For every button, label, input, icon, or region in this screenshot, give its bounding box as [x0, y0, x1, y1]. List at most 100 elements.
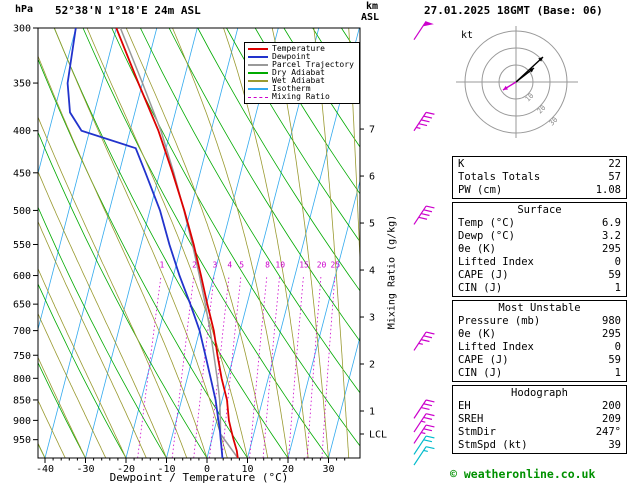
table-row: Dewp (°C) 3.2 — [453, 230, 626, 243]
svg-text:30: 30 — [548, 116, 560, 128]
legend-swatch — [248, 64, 268, 66]
svg-text:8: 8 — [265, 261, 270, 270]
svg-text:20: 20 — [282, 464, 294, 475]
stat-value: 1 — [614, 282, 621, 294]
table-row: Pressure (mb) 980 — [453, 315, 626, 328]
stat-value: 59 — [608, 269, 621, 281]
temperature-line — [115, 28, 239, 458]
altitude-unit-km-label: km — [366, 1, 379, 12]
hodograph-panel: Hodograph EH 200 SREH 209 StmDir 247° StmSpd (… — [452, 385, 627, 454]
legend-label: Wet Adiabat — [272, 76, 325, 85]
table-row: Lifted Index 0 — [453, 256, 626, 269]
stat-value: 6.9 — [602, 217, 621, 229]
hodograph — [456, 26, 578, 138]
stat-label: Dewp (°C) — [458, 230, 515, 242]
legend-label: Isotherm — [272, 84, 311, 93]
legend-swatch — [248, 56, 268, 58]
stat-label: Totals Totals — [458, 171, 541, 183]
legend-item: Wet Adiabat — [248, 77, 354, 85]
svg-text:4: 4 — [227, 261, 232, 270]
table-row: CIN (J) 1 — [453, 282, 626, 295]
table-row: StmSpd (kt) 39 — [453, 439, 626, 452]
stat-value: 59 — [608, 354, 621, 366]
legend-label: Dry Adiabat — [272, 68, 325, 77]
svg-text:500: 500 — [13, 206, 31, 217]
hodograph-unit-label: kt — [461, 30, 474, 41]
stat-label: StmSpd (kt) — [458, 439, 528, 451]
table-row: Totals Totals 57 — [453, 171, 626, 184]
lcl-label: LCL — [369, 429, 387, 440]
parcel-trajectory-line — [119, 28, 239, 458]
stat-value: 22 — [608, 158, 621, 170]
copyright: © weatheronline.co.uk — [450, 467, 596, 481]
svg-text:700: 700 — [13, 326, 31, 337]
svg-text:2: 2 — [369, 360, 375, 371]
svg-text:20: 20 — [317, 261, 327, 270]
table-row: Temp (°C) 6.9 — [453, 217, 626, 230]
altitude-axis — [360, 128, 364, 435]
stat-label: CAPE (J) — [458, 269, 509, 281]
svg-text:350: 350 — [13, 79, 31, 90]
svg-text:20: 20 — [536, 104, 548, 116]
table-row: θe (K) 295 — [453, 328, 626, 341]
table-row: CAPE (J) 59 — [453, 269, 626, 282]
stat-value: 209 — [602, 413, 621, 425]
legend-item: Parcel Trajectory — [248, 61, 354, 69]
stat-value: 200 — [602, 400, 621, 412]
svg-text:7: 7 — [369, 125, 375, 136]
stat-label: Lifted Index — [458, 341, 534, 353]
mixing-ratio-axis-label: Mixing Ratio (g/kg) — [386, 214, 398, 330]
stat-value: 295 — [602, 243, 621, 255]
svg-text:950: 950 — [13, 435, 31, 446]
dry-adiabats — [38, 28, 360, 458]
svg-text:4: 4 — [369, 266, 375, 277]
svg-text:10: 10 — [241, 464, 253, 475]
svg-text:3: 3 — [369, 313, 375, 324]
wind-barbs — [413, 21, 435, 466]
surface-panel-title: Surface — [517, 204, 562, 216]
stat-value: 39 — [608, 439, 621, 451]
svg-text:10: 10 — [524, 92, 536, 104]
svg-text:3: 3 — [212, 261, 217, 270]
svg-text:25: 25 — [331, 261, 341, 270]
legend-item: Mixing Ratio — [248, 93, 354, 101]
svg-text:400: 400 — [13, 126, 31, 137]
legend-swatch — [248, 80, 268, 82]
svg-text:1: 1 — [369, 407, 375, 418]
legend-swatch — [248, 72, 268, 74]
legend-swatch — [248, 48, 268, 50]
run-datetime: 27.01.2025 18GMT (Base: 06) — [424, 4, 603, 17]
temperature-axis-label: Dewpoint / Temperature (°C) — [109, 471, 289, 484]
svg-text:5: 5 — [369, 219, 375, 230]
svg-text:550: 550 — [13, 240, 31, 251]
svg-text:-10: -10 — [157, 464, 175, 475]
stat-value: 0 — [614, 256, 621, 268]
svg-text:750: 750 — [13, 351, 31, 362]
svg-text:-30: -30 — [76, 464, 94, 475]
svg-text:-20: -20 — [117, 464, 135, 475]
most-unstable-panel-title: Most Unstable — [498, 302, 581, 314]
temperature-axis — [44, 458, 346, 463]
stat-label: SREH — [458, 413, 484, 425]
station-title: 52°38'N 1°18'E 24m ASL — [55, 4, 201, 17]
table-row: EH 200 — [453, 400, 626, 413]
svg-text:6: 6 — [369, 172, 375, 183]
stat-label: θe (K) — [458, 243, 496, 255]
stat-value: 0 — [614, 341, 621, 353]
surface-panel: Surface Temp (°C) 6.9 Dewp (°C) 3.2 θe (K) 29… — [452, 202, 627, 297]
svg-text:800: 800 — [13, 374, 31, 385]
stat-value: 247° — [595, 426, 621, 438]
stat-value: 3.2 — [602, 230, 621, 242]
isotherms — [38, 28, 360, 458]
svg-text:900: 900 — [13, 416, 31, 427]
stat-label: CIN (J) — [458, 282, 503, 294]
svg-text:600: 600 — [13, 271, 31, 282]
pressure-axis — [33, 27, 38, 441]
svg-text:5: 5 — [239, 261, 244, 270]
stat-label: Temp (°C) — [458, 217, 515, 229]
chart-legend: Temperature Dewpoint Parcel Trajectory Dry … — [244, 42, 360, 104]
svg-text:1: 1 — [159, 261, 164, 270]
svg-text:0: 0 — [204, 464, 210, 475]
legend-item: Temperature — [248, 45, 354, 53]
